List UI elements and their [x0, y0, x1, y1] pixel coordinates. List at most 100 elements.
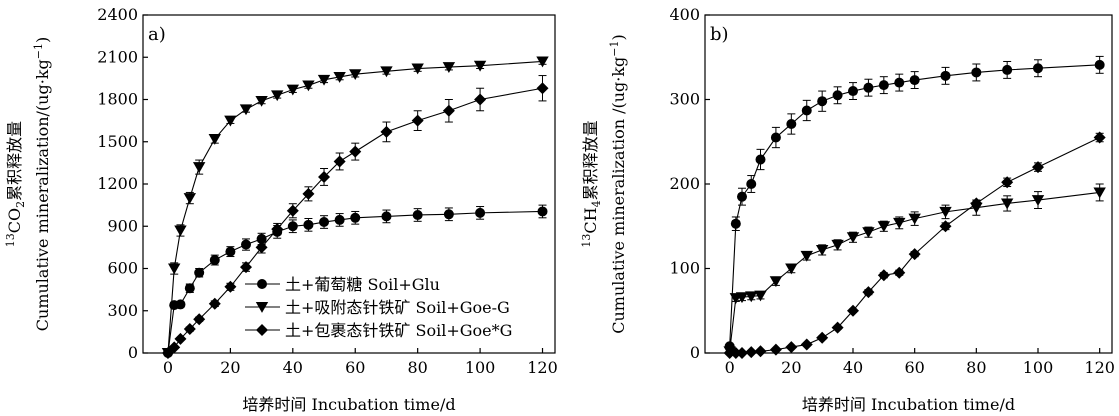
legend: 土+葡萄糖 Soil+Glu 土+吸附态针铁矿 Soil+Goe-G 土+包裹态针铁…	[245, 275, 512, 340]
data-point	[1033, 63, 1043, 74]
data-point	[831, 239, 844, 251]
data-point	[302, 187, 315, 200]
data-point	[893, 217, 906, 229]
legend-label: 土+葡萄糖 Soil+Glu	[285, 275, 440, 294]
x-tick-label: 40	[843, 358, 863, 377]
data-point	[769, 343, 782, 356]
data-point	[894, 77, 905, 88]
data-point	[193, 313, 206, 326]
data-point	[240, 261, 252, 274]
data-point	[893, 266, 906, 279]
x-axis-label: 培养时间 Incubation time/d	[242, 395, 455, 414]
data-point	[318, 170, 331, 183]
data-point	[863, 82, 874, 93]
data-point	[209, 255, 220, 266]
data-point	[878, 80, 889, 91]
data-point	[411, 63, 424, 75]
data-point	[729, 347, 742, 359]
data-point	[908, 213, 921, 225]
legend-label: 土+包裹态针铁矿 Soil+Goe*G	[285, 321, 512, 340]
data-point	[536, 82, 549, 95]
plot-frame	[704, 14, 1113, 354]
x-tick-label: 120	[1084, 358, 1115, 377]
y-tick-label: 1800	[97, 90, 138, 109]
data-point	[255, 95, 268, 107]
data-point	[224, 115, 237, 127]
data-point	[192, 162, 206, 173]
data-point	[224, 280, 237, 293]
y-tick-label: 400	[669, 5, 700, 24]
data-point	[745, 346, 758, 359]
data-point	[183, 193, 197, 204]
data-point	[474, 93, 487, 106]
data-point	[168, 263, 181, 275]
data-point	[174, 225, 187, 237]
y-tick-label: 300	[107, 301, 138, 320]
data-point	[168, 341, 181, 354]
data-point	[536, 56, 549, 68]
data-point	[1093, 131, 1106, 144]
chart-panel-a: 0 300 600 900 1200 1500 1800 2100 2400 0 20 40 60 80 1…	[4, 5, 558, 414]
data-point	[730, 218, 741, 229]
data-point	[380, 125, 393, 138]
data-point	[817, 96, 828, 107]
data-point	[1093, 187, 1106, 199]
data-point	[271, 223, 284, 236]
data-point	[939, 220, 952, 233]
data-point	[754, 345, 767, 358]
data-point	[473, 60, 487, 72]
series-1	[161, 56, 549, 359]
x-tick-label: 20	[781, 358, 801, 377]
data-point	[174, 332, 187, 345]
data-point	[411, 114, 424, 127]
y-tick-label: 0	[128, 343, 138, 362]
data-point	[909, 75, 920, 86]
data-point	[746, 179, 757, 189]
y-tick-label: 2400	[97, 5, 138, 24]
y-tick-label: 100	[669, 259, 700, 278]
data-point	[333, 72, 346, 83]
data-point	[846, 232, 860, 244]
x-tick-label: 100	[1023, 358, 1054, 377]
data-point	[319, 217, 330, 228]
data-point	[349, 69, 362, 81]
data-point	[442, 62, 456, 73]
data-point	[239, 104, 253, 116]
data-point	[225, 246, 236, 257]
panel-label: a)	[148, 24, 166, 45]
legend-marker	[257, 279, 267, 289]
data-point	[735, 292, 749, 304]
data-point	[184, 283, 195, 294]
data-point	[208, 297, 221, 310]
data-point	[286, 204, 299, 217]
y-tick-label: 200	[669, 174, 700, 193]
data-point	[1094, 59, 1105, 70]
data-point	[175, 299, 186, 310]
data-point	[848, 86, 858, 97]
data-point	[241, 239, 251, 250]
data-point	[208, 133, 221, 145]
data-point	[785, 263, 798, 275]
series-line	[729, 64, 1100, 347]
data-point	[736, 347, 748, 359]
x-tick-label: 40	[283, 358, 303, 377]
data-point	[785, 341, 798, 354]
data-point	[908, 248, 921, 261]
data-point	[350, 212, 361, 223]
data-point	[333, 155, 346, 168]
data-point	[800, 338, 813, 351]
data-point	[287, 221, 298, 232]
data-point	[1031, 195, 1045, 206]
x-tick-label: 0	[163, 358, 173, 377]
x-tick-label: 80	[966, 358, 986, 377]
x-tick-label: 120	[527, 358, 558, 377]
data-point	[877, 221, 891, 233]
data-point	[770, 132, 781, 143]
data-point	[194, 267, 205, 278]
x-tick-label: 60	[345, 358, 365, 377]
series-0	[162, 204, 548, 358]
y-tick-label: 600	[107, 259, 138, 278]
data-point	[1001, 176, 1014, 189]
data-point	[302, 80, 315, 92]
